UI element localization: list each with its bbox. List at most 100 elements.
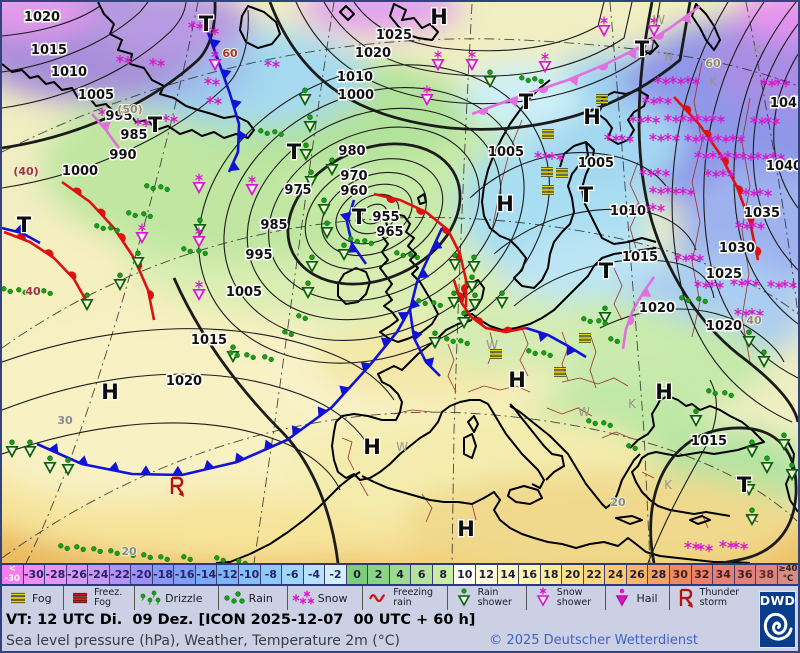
graticule-label: 60 <box>222 47 238 60</box>
colorbar-cell: -16 <box>174 565 196 584</box>
rain-shower-symbol <box>495 290 509 310</box>
rain-shower-symbol <box>483 69 497 89</box>
snow-symbol <box>649 203 665 213</box>
snow-symbol <box>649 186 665 196</box>
graticule-label: 40 <box>25 285 41 298</box>
isobar-label: 980 <box>338 144 365 159</box>
snow-symbol <box>735 221 751 231</box>
colorbar-cell: -10 <box>239 565 261 584</box>
rain-shower-symbol <box>777 432 791 452</box>
snow-symbol <box>654 76 670 86</box>
subtitle-row: Sea level pressure (hPa), Weather, Tempe… <box>2 630 798 651</box>
weather-symbols-layer <box>2 16 798 563</box>
rain-symbol <box>108 225 120 234</box>
snow-symbol <box>679 114 695 124</box>
snow-symbol <box>719 169 735 179</box>
rain-symbol <box>296 313 308 322</box>
rain-symbol <box>519 75 531 84</box>
rain-shower-symbol <box>467 254 481 274</box>
isobar-label: 995 <box>245 248 272 263</box>
graticule-label: 30 <box>57 414 73 427</box>
colorbar-cell: 0 <box>346 565 369 584</box>
snow-symbol <box>694 114 710 124</box>
rain-shower-symbol <box>785 462 798 482</box>
colorbar-cell: 24 <box>605 565 627 584</box>
legend-label: Hail <box>636 591 658 605</box>
drizzle-icon <box>140 590 161 606</box>
snow-symbol <box>664 114 680 124</box>
rain-shower-symbol <box>317 197 331 217</box>
colorbar-cell: 36 <box>734 565 757 584</box>
rain-symbol <box>608 336 620 345</box>
rain-shower-icon <box>457 588 470 607</box>
low-center-label: T <box>287 140 302 164</box>
rain-symbol <box>94 223 106 232</box>
snow-symbol <box>204 77 220 87</box>
snow-symbol <box>767 280 783 290</box>
colorbar-cell: -18 <box>152 565 175 584</box>
snow-symbol <box>704 169 720 179</box>
snow-symbol <box>639 168 655 178</box>
colorbar-cell: < -30 <box>2 565 24 584</box>
snow-symbol <box>754 152 770 162</box>
rain-symbol <box>108 548 120 557</box>
rain-symbol <box>458 338 470 347</box>
rain-symbol <box>144 183 156 192</box>
rain-symbol <box>244 352 256 361</box>
snow-shower-symbol <box>431 50 445 72</box>
fog-symbol <box>542 129 554 139</box>
fog-symbol <box>579 333 591 343</box>
thunderstorm-icon <box>679 588 693 608</box>
rain-symbol <box>626 443 638 452</box>
rain-shower-symbol <box>320 220 334 240</box>
fog-symbol <box>542 185 554 195</box>
legend-label: Snow shower <box>556 587 592 608</box>
rain-symbol <box>706 388 718 397</box>
isobar-label: 990 <box>109 148 136 163</box>
rain-symbol <box>416 298 428 307</box>
rain-symbol <box>2 286 13 295</box>
legend-label: Snow <box>317 591 348 605</box>
snow-symbol <box>730 278 746 288</box>
isobar-label: 1005 <box>488 145 524 160</box>
rain-shower-symbol <box>301 280 315 300</box>
colorbar-cell: 22 <box>583 565 606 584</box>
legend-item-freezing-fog: Freez. Fog <box>64 586 136 610</box>
legend-item-thunderstorm: Thunder storm <box>670 586 754 610</box>
snow-shower-symbol <box>192 227 206 249</box>
snow-symbol <box>679 187 695 197</box>
rain-shower-symbol <box>304 169 318 189</box>
colorbar-cell: 20 <box>562 565 584 584</box>
isobar-label: 1030 <box>719 241 755 256</box>
rain-symbol <box>362 238 374 247</box>
rain-shower-symbol <box>742 477 756 497</box>
rain-shower-symbol <box>298 87 312 107</box>
high-center-label: H <box>655 380 673 404</box>
rain-symbol <box>696 296 708 305</box>
rain-shower-symbol <box>760 455 774 475</box>
low-center-label: T <box>199 12 214 36</box>
rain-symbol <box>126 210 138 219</box>
geo-label: W <box>396 440 408 454</box>
high-center-label: H <box>363 435 381 459</box>
isobar-label: 1015 <box>622 250 658 265</box>
snow-symbol <box>684 76 700 86</box>
isobar-label: 1035 <box>744 206 780 221</box>
isobar-label: 1000 <box>338 88 374 103</box>
graticule-label: 20 <box>610 496 626 509</box>
snow-symbol <box>654 168 670 178</box>
snow-symbol <box>674 253 690 263</box>
low-center-label: T <box>579 183 594 207</box>
graticule-label: 60 <box>705 57 721 70</box>
geo-label: W <box>653 13 665 27</box>
snow-shower-symbol <box>465 50 479 72</box>
rain-shower-symbol <box>757 349 771 369</box>
snow-symbol <box>188 21 204 31</box>
rain-shower-symbol <box>745 439 759 459</box>
rain-symbol <box>158 184 170 193</box>
snow-symbol <box>656 96 672 106</box>
rain-symbol <box>141 552 153 561</box>
snow-shower-icon <box>536 587 550 607</box>
rain-symbol <box>196 248 208 257</box>
snow-symbol <box>116 55 132 65</box>
